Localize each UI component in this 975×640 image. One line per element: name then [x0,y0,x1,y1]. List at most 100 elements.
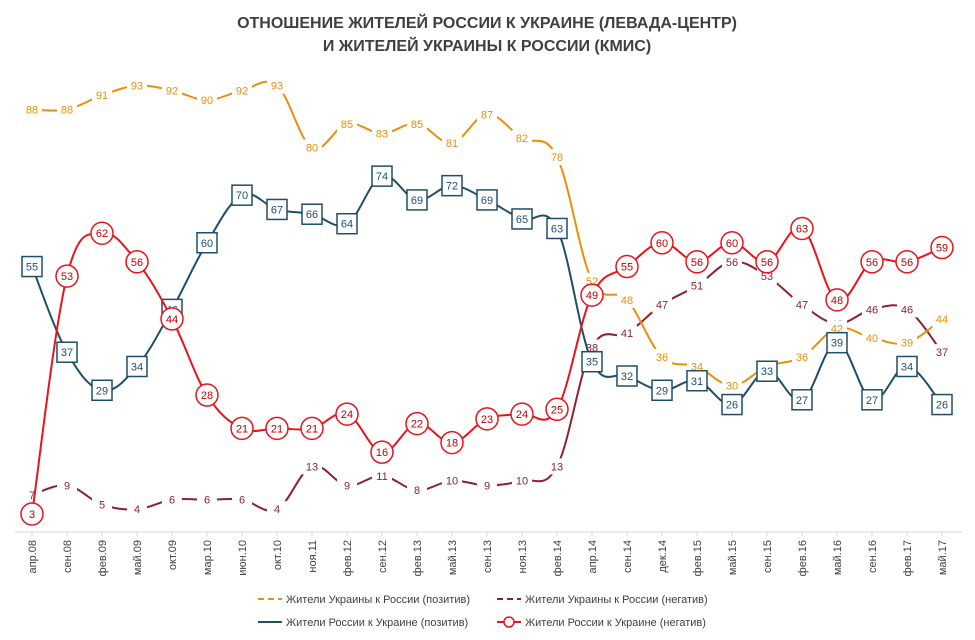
data-point-label: 88 [26,105,38,117]
data-point-label: 13 [306,461,318,473]
data-point-label: 28 [201,390,213,402]
x-axis-ticks: апр.08 сен.08 фев.09 май.09 окт.09 мар.10 июн.… [27,532,949,576]
data-point-label: 56 [761,257,773,269]
data-point-label: 93 [131,81,143,93]
data-label-bg [792,296,812,313]
chart-title-line-1: ОТНОШЕНИЕ ЖИТЕЛЕЙ РОССИИ К УКРАИНЕ (ЛЕВА… [237,13,737,32]
data-point-label: 5 [99,499,105,511]
data-point-label: 9 [64,480,70,492]
data-point-marker [370,440,394,464]
x-tick-label: фев.12 [342,540,354,576]
data-point-label: 44 [166,314,178,326]
data-point-marker [440,430,464,455]
x-tick-label: сен.08 [62,540,74,573]
data-point-label: 82 [516,133,528,145]
data-point-marker [546,217,568,240]
data-point-label: 56 [691,257,703,269]
x-tick-label: сен.16 [867,540,879,573]
data-point-label: 74 [376,171,388,183]
x-tick-label: мар.10 [202,540,214,575]
data-point-marker [441,174,463,197]
data-label-bg [897,334,917,351]
data-point-label: 30 [726,381,738,393]
data-label-bg [442,134,462,151]
data-point-label: 69 [481,195,493,207]
data-point-marker [55,264,79,288]
data-point-marker [581,350,603,373]
data-label-bg [267,501,287,518]
data-label-bg [862,301,882,318]
x-tick-label: фев.14 [552,540,564,576]
x-tick-label: окт.10 [272,540,284,570]
data-point-marker [896,355,918,378]
data-point-marker [826,331,848,354]
data-point-label: 85 [411,119,423,131]
chart-title-line-2: И ЖИТЕЛЕЙ УКРАИНЫ К РОССИИ (КМИС) [323,36,651,55]
data-label-bg [617,325,637,342]
data-label-bg [92,87,112,104]
data-point-label: 35 [586,357,598,369]
data-point-label: 4 [134,504,140,516]
data-point-marker [861,389,883,411]
data-label-bg [722,253,742,270]
data-point-marker [790,216,814,241]
data-point-marker [650,231,674,255]
data-point-label: 36 [656,352,668,364]
data-point-marker [720,231,744,255]
data-point-marker [476,189,498,211]
data-point-label: 48 [621,295,633,307]
data-point-marker [195,383,219,407]
x-tick-label: сен.12 [377,540,389,573]
data-point-marker [406,189,428,211]
x-tick-label: май.15 [727,540,739,575]
x-tick-label: ноя.13 [517,540,529,573]
legend-item-3: Жители России к Украине (негатив) [497,616,706,629]
data-point-label: 70 [236,190,248,202]
data-label-bg [232,82,252,99]
data-point-label: 56 [901,257,913,269]
data-point-marker [90,221,114,245]
data-point-label: 6 [204,495,210,507]
data-point-marker [266,198,288,221]
data-point-label: 39 [831,338,843,350]
series-2: 55 37 29 34 46 60 70 67 66 64 74 69 72 69 65 63 35 32 29 31… [21,165,953,416]
data-label-bg [127,501,147,518]
x-tick-label: дек.14 [657,540,669,573]
data-point-label: 66 [306,209,318,221]
legend-label: Жители Украины к России (негатив) [525,594,708,606]
data-point-label: 87 [481,109,493,121]
data-label-bg [547,149,567,166]
data-point-label: 80 [306,143,318,155]
legend-item-1: Жители Украины к России (негатив) [497,594,708,606]
data-label-bg [792,348,812,365]
data-label-bg [407,482,427,499]
data-point-label: 63 [796,223,808,235]
data-point-marker [91,379,113,402]
data-point-label: 93 [271,81,283,93]
data-label-bg [547,458,567,475]
data-label-bg [512,472,532,489]
data-point-label: 25 [551,404,563,416]
data-point-label: 37 [61,347,73,359]
data-point-label: 46 [901,304,913,316]
data-label-bg [932,344,952,361]
data-label-bg [232,491,252,508]
x-tick-label: окт.09 [167,540,179,570]
data-point-label: 60 [656,238,668,250]
data-point-label: 53 [61,271,73,283]
data-point-marker [791,389,813,411]
data-point-marker [21,255,43,278]
data-point-marker [475,407,499,431]
data-point-marker [405,411,429,436]
data-label-bg [442,472,462,489]
data-point-marker [651,379,673,402]
data-point-label: 37 [936,347,948,359]
x-tick-label: сен.13 [482,540,494,573]
data-point-label: 26 [726,400,738,412]
data-point-marker [860,250,884,274]
data-point-label: 64 [341,219,353,231]
series-layer: 7954666413911810910133841475156534743464… [20,77,954,526]
legend-label: Жители России к Украине (позитив) [286,617,468,629]
